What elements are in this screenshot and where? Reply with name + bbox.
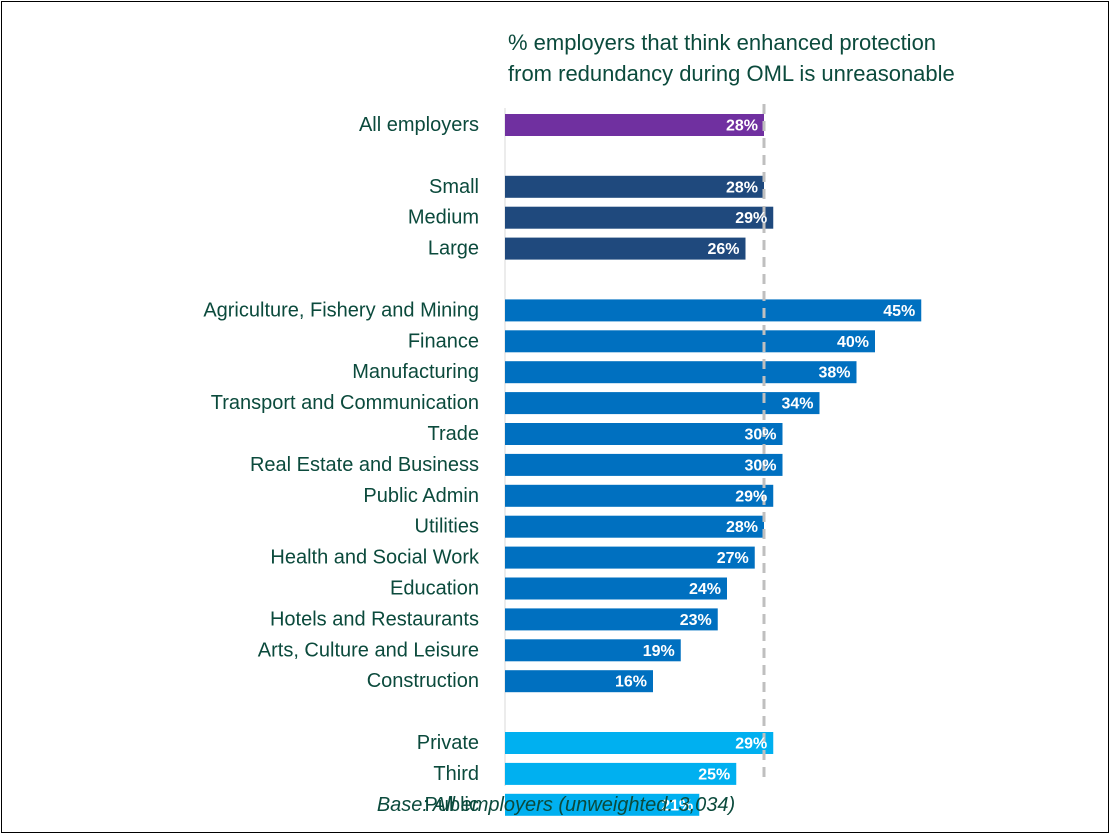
data-label: 40% — [837, 334, 869, 351]
labels-layer: All employers 28% Small 28% Medium 29% Large 26… — [203, 114, 915, 816]
category-label: Utilities — [415, 516, 479, 538]
bar-2-0 — [505, 299, 922, 322]
category-label: Trade — [427, 423, 479, 445]
category-label: Agriculture, Fishery and Mining — [203, 299, 479, 321]
bar-2-5 — [505, 453, 783, 476]
data-label: 30% — [744, 427, 776, 444]
base-note: Base: All employers (unweighted: 3,034) — [376, 794, 736, 816]
category-label: Hotels and Restaurants — [270, 608, 479, 630]
bar-3-1 — [505, 762, 737, 785]
category-label: Large — [428, 238, 479, 260]
category-label: All employers — [359, 114, 479, 136]
bar-2-6 — [505, 484, 774, 507]
data-label: 28% — [726, 179, 758, 196]
data-label: 28% — [726, 118, 758, 135]
data-label: 16% — [615, 674, 647, 691]
category-label: Transport and Communication — [211, 392, 479, 414]
data-label: 29% — [735, 210, 767, 227]
data-label: 27% — [717, 550, 749, 567]
chart-title-line-1: % employers that think enhanced protecti… — [508, 30, 937, 55]
bars-layer — [505, 114, 922, 816]
data-label: 19% — [643, 643, 675, 660]
bar-0-0 — [505, 114, 764, 136]
bar-1-2 — [505, 237, 746, 260]
category-label: Finance — [408, 330, 479, 352]
data-label: 30% — [744, 457, 776, 474]
bar-2-12 — [505, 670, 653, 693]
chart-title-line-2: from redundancy during OML is unreasonab… — [508, 61, 955, 86]
bar-2-10 — [505, 608, 718, 631]
category-label: Construction — [367, 670, 479, 692]
bar-2-1 — [505, 330, 875, 353]
bar-2-3 — [505, 392, 820, 415]
category-label: Real Estate and Business — [250, 454, 479, 476]
category-label: Medium — [408, 207, 479, 229]
bar-2-7 — [505, 515, 764, 538]
data-label: 26% — [707, 241, 739, 258]
data-label: 28% — [726, 519, 758, 536]
bar-2-9 — [505, 577, 727, 600]
bar-2-4 — [505, 423, 783, 445]
bar-1-0 — [505, 175, 764, 198]
category-label: Public — [425, 794, 479, 816]
data-label: 34% — [781, 396, 813, 413]
category-label: Manufacturing — [352, 361, 479, 383]
data-label: 29% — [735, 736, 767, 753]
data-label: 24% — [689, 581, 721, 598]
category-label: Health and Social Work — [270, 547, 480, 569]
category-label: Arts, Culture and Leisure — [258, 639, 479, 661]
bar-3-0 — [505, 732, 774, 754]
data-label: 38% — [818, 365, 850, 382]
data-label: 23% — [680, 612, 712, 629]
bar-3-2 — [505, 793, 700, 816]
data-label: 25% — [698, 766, 730, 783]
data-label: 45% — [883, 303, 915, 320]
bar-2-11 — [505, 639, 681, 662]
category-label: Education — [390, 578, 479, 600]
data-label: 21% — [661, 797, 693, 814]
bar-2-8 — [505, 546, 755, 569]
category-label: Public Admin — [363, 485, 479, 507]
bar-1-1 — [505, 206, 774, 229]
data-label: 29% — [735, 488, 767, 505]
category-label: Third — [433, 763, 479, 785]
category-label: Private — [417, 732, 479, 754]
bar-2-2 — [505, 361, 857, 384]
category-label: Small — [429, 176, 479, 198]
